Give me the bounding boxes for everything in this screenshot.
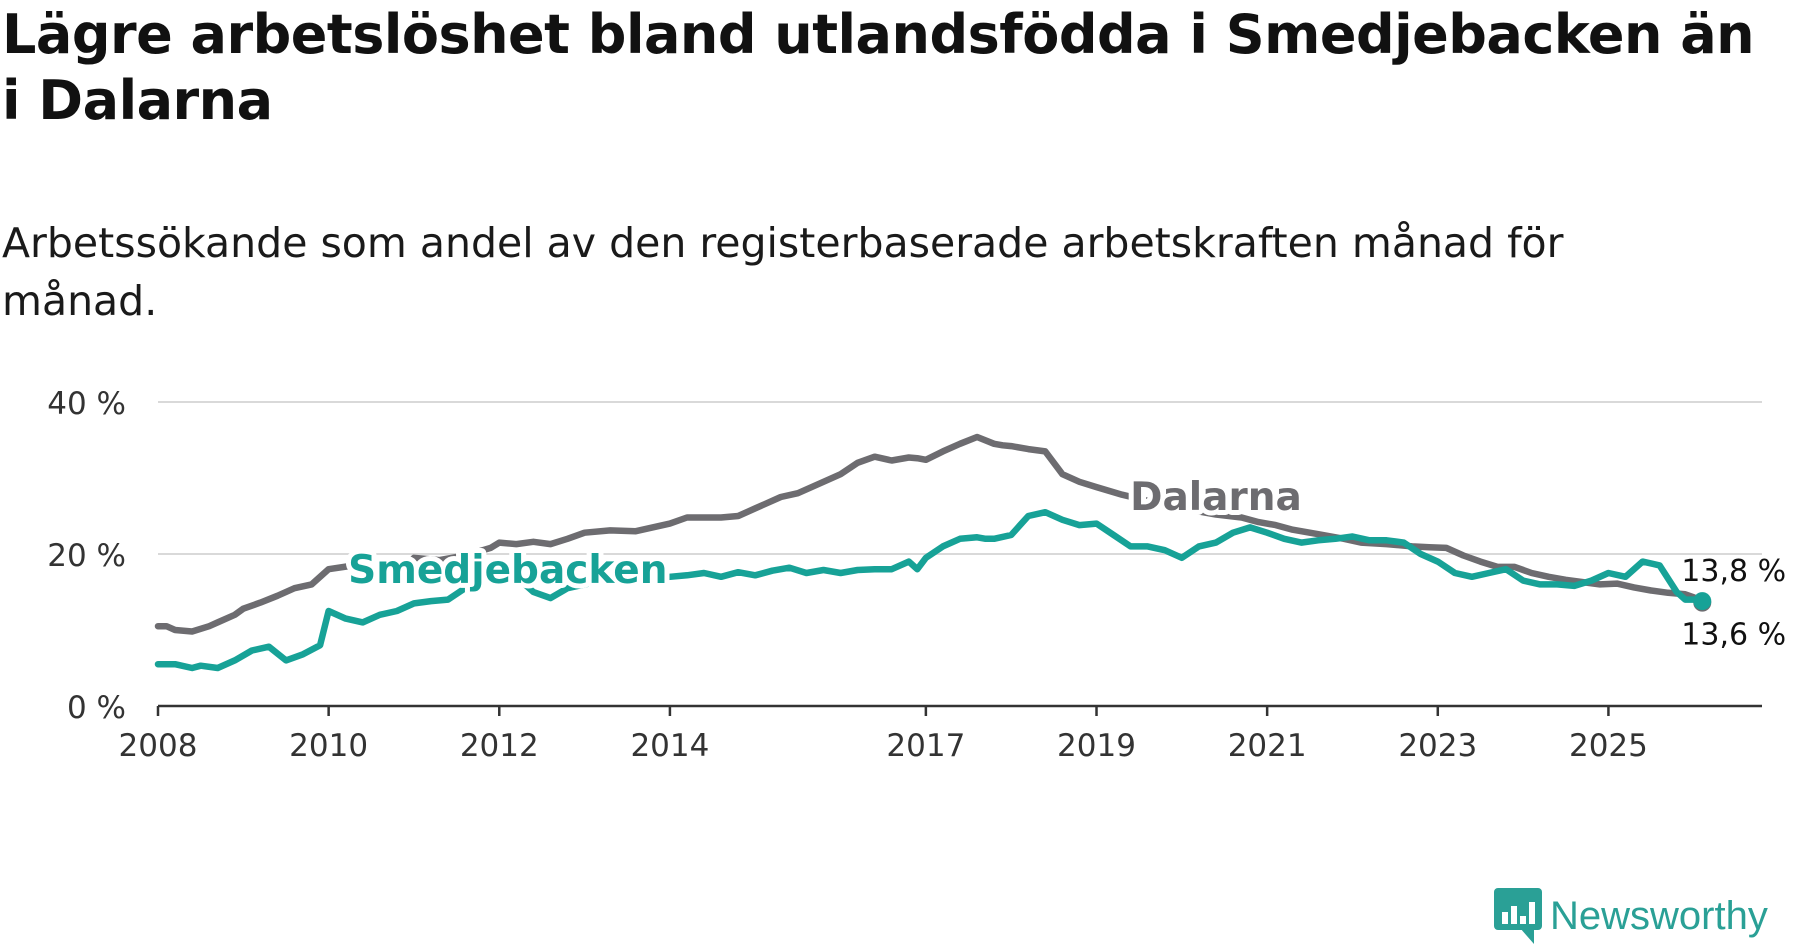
line-chart: 0 % 20 % 40 % 2008 2010 2012 2014 2017 2019 2021… (47, 386, 1789, 764)
series-lines (154, 433, 1712, 672)
x-tick-label: 2021 (1228, 728, 1307, 764)
end-label-dalarna: 13,6 % (1681, 618, 1786, 653)
newsworthy-logo[interactable]: Newsworthy (1494, 886, 1768, 946)
x-tick-label: 2017 (886, 728, 965, 764)
x-tick-label: 2019 (1057, 728, 1136, 764)
x-tick-label: 2023 (1398, 728, 1477, 764)
gridlines (158, 401, 1762, 555)
y-tick-label: 20 % (47, 538, 126, 574)
end-marker-smedjebacken (1693, 592, 1712, 611)
x-tick-label: 2008 (119, 728, 198, 764)
chart-subtitle: Arbetssökande som andel av den registerb… (2, 219, 1564, 325)
series-label-dalarna: Dalarna (1130, 475, 1302, 520)
series-line-dalarna (154, 433, 1706, 635)
series-line-smedjebacken (154, 508, 1706, 672)
x-axis: 2008 2010 2012 2014 2017 2019 2021 2023 2025 (119, 704, 1762, 764)
y-tick-label: 0 % (67, 690, 126, 726)
y-axis: 0 % 20 % 40 % (47, 386, 126, 726)
end-label-smedjebacken: 13,8 % (1681, 554, 1786, 589)
series-labels: Dalarna Smedjebacken 13,8 % 13,6 % (343, 470, 1789, 656)
x-tick-label: 2012 (460, 728, 539, 764)
y-tick-label: 40 % (47, 386, 126, 422)
series-label-smedjebacken: Smedjebacken (348, 548, 667, 593)
newsworthy-logo-icon (1494, 888, 1542, 944)
x-tick-label: 2010 (289, 728, 368, 764)
x-tick-label: 2025 (1569, 728, 1648, 764)
x-tick-label: 2014 (630, 728, 709, 764)
chart-title: Lägre arbetslöshet bland utlandsfödda i … (2, 3, 1755, 132)
brand-name: Newsworthy (1550, 893, 1768, 938)
